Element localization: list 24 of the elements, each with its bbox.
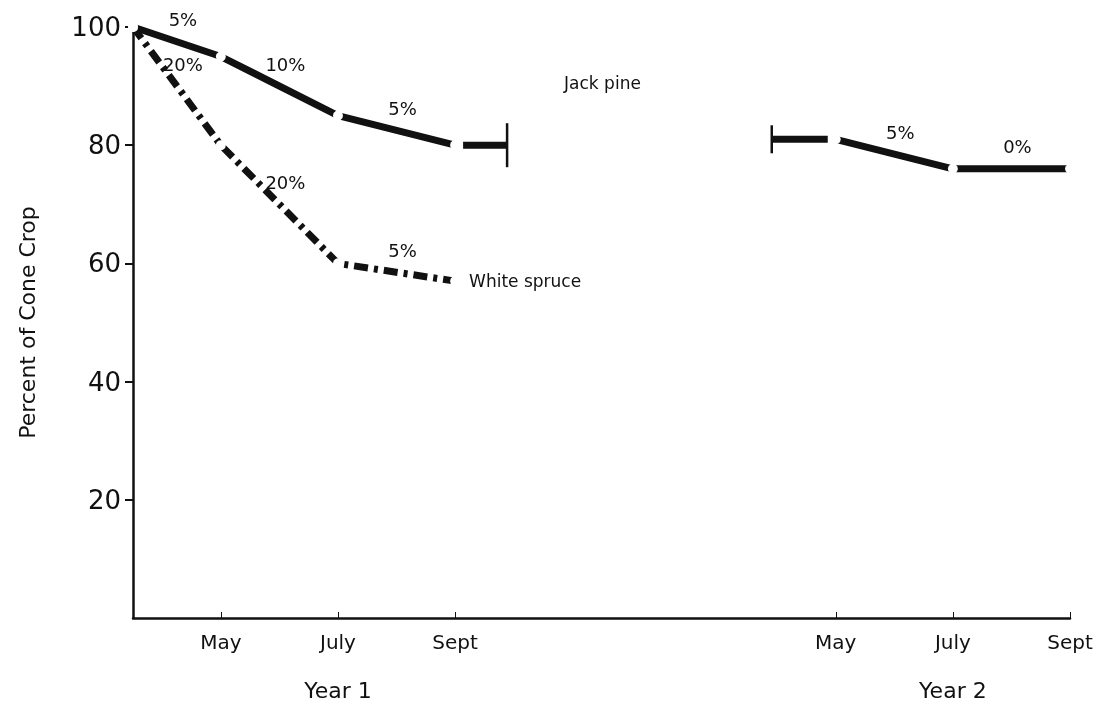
annotation: 5% xyxy=(886,121,915,143)
annotation: 5% xyxy=(388,239,417,261)
series-label: White spruce xyxy=(469,271,582,292)
text: Jack pine xyxy=(563,73,641,94)
x-tick-label: May xyxy=(815,630,857,654)
y-tick-label: 80 xyxy=(87,130,121,161)
y-axis-title: Percent of Cone Crop xyxy=(14,206,40,439)
y-tick-label: 60 xyxy=(87,248,121,279)
x-tick-label: May xyxy=(200,630,242,654)
y-tick-label: 100 xyxy=(71,12,121,42)
text: Year 1 xyxy=(303,677,372,703)
annotation: 20% xyxy=(162,53,203,75)
x-tick-label: July xyxy=(932,630,972,654)
annotation: 5% xyxy=(388,97,417,119)
annotation: 0% xyxy=(1003,136,1032,158)
annotation: 10% xyxy=(265,53,306,75)
x-tick-label: Sept xyxy=(1047,630,1093,654)
text: Year 2 xyxy=(918,677,987,703)
annotation: 5% xyxy=(168,9,198,31)
y-tick-label: 20 xyxy=(87,484,121,515)
y-tick-label: 40 xyxy=(87,366,121,397)
x-tick-label: July xyxy=(317,630,357,654)
annotation: 20% xyxy=(265,171,306,193)
x-tick-label: Sept xyxy=(432,630,479,654)
